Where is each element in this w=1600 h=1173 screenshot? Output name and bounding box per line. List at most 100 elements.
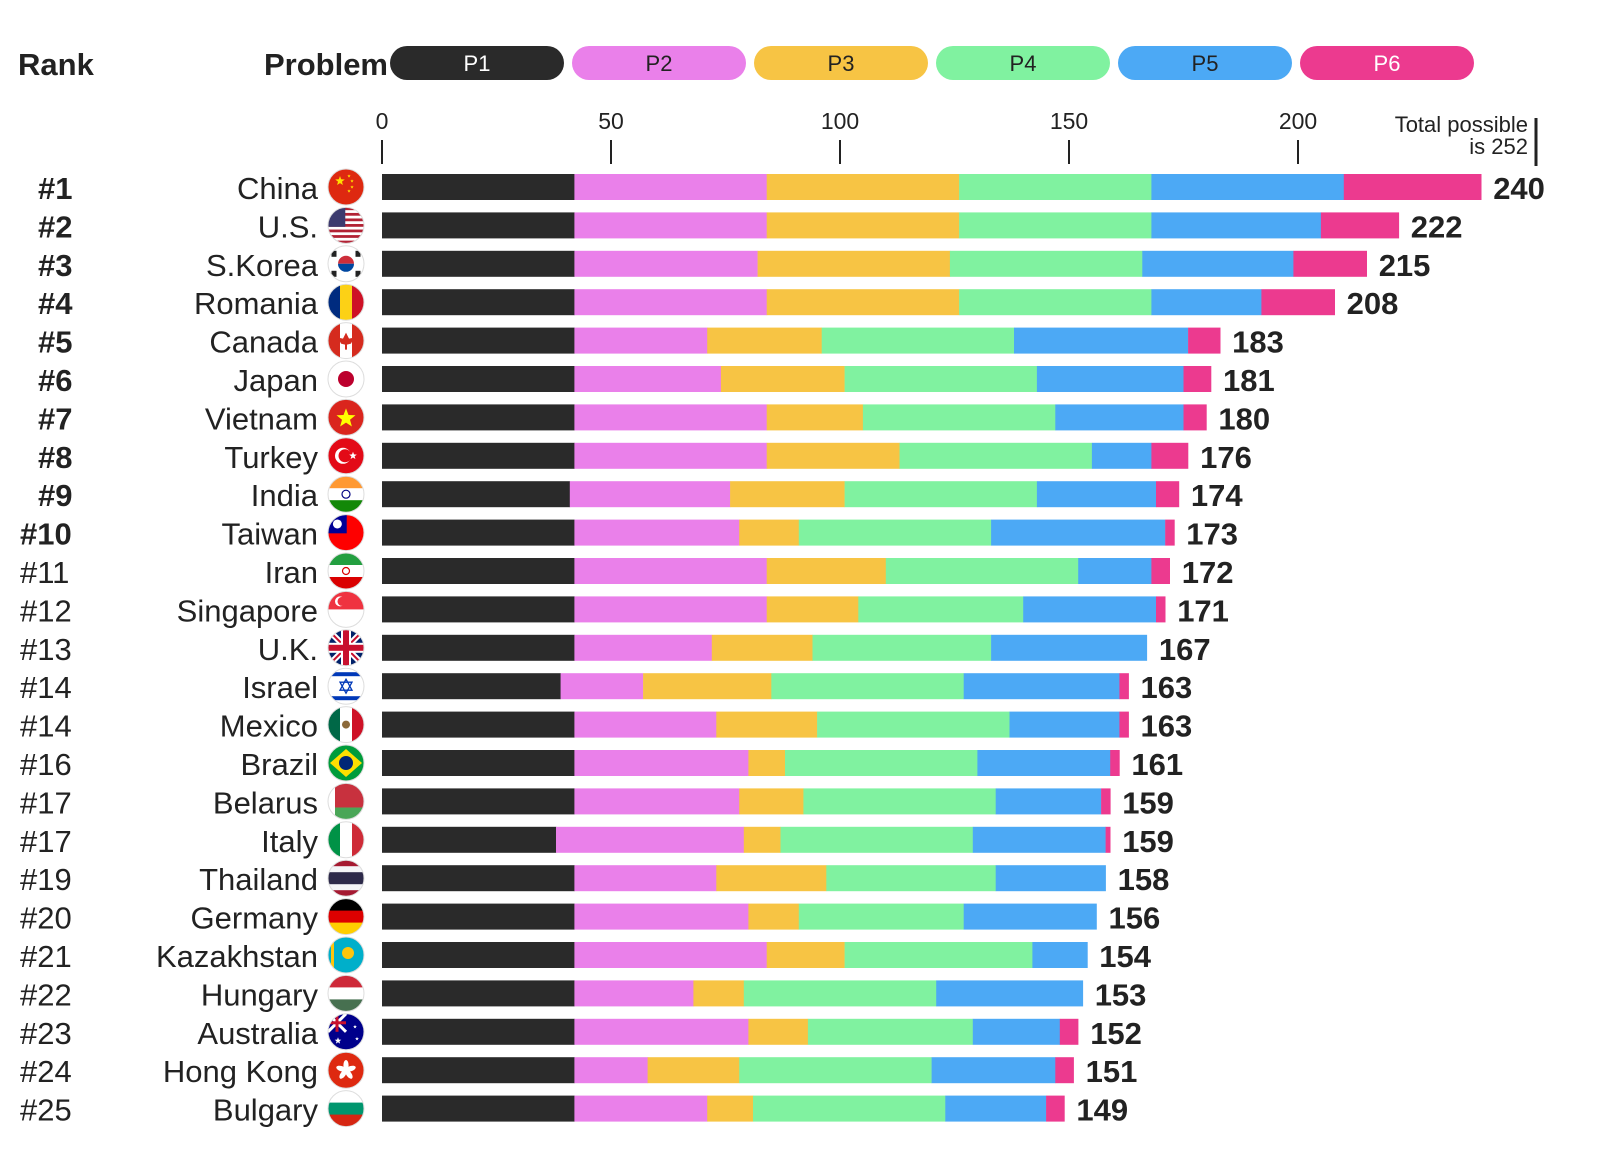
germany-flag-icon <box>327 898 365 936</box>
iran-flag-icon <box>327 552 365 590</box>
legend-swatch <box>1300 46 1474 80</box>
bar-segment-p3 <box>748 903 800 930</box>
bar-segment-p5 <box>995 788 1102 815</box>
taiwan-flag-icon <box>327 514 365 552</box>
total-label: 161 <box>1131 747 1183 782</box>
bar-segment-p5 <box>1009 711 1120 738</box>
bar-segment-p4 <box>858 596 1024 623</box>
row-india: #9 India 174 <box>38 475 1243 513</box>
bar-segment-p6 <box>1156 596 1166 623</box>
bar-segment-p4 <box>739 1057 932 1084</box>
country-label: Hungary <box>201 977 319 1012</box>
total-possible-note-line1: Total possible <box>1395 112 1528 137</box>
country-label: India <box>251 478 319 513</box>
country-label: Australia <box>197 1016 318 1051</box>
bar-segment-p4 <box>959 174 1152 200</box>
bar-segment-p1 <box>382 519 575 546</box>
uk-flag-icon <box>327 629 365 667</box>
row-kazakhstan: #21 Kazakhstan 154 <box>20 936 1152 974</box>
bar-segment-p4 <box>798 519 992 546</box>
bar-segment-p4 <box>862 404 1056 431</box>
bar-segment-p3 <box>748 1018 809 1045</box>
bar-segment-p2 <box>574 558 768 584</box>
bar-segment-p4 <box>844 481 1038 508</box>
legend-label: P2 <box>646 51 673 76</box>
rank-label: #7 <box>38 401 72 436</box>
bar-segment-p3 <box>766 596 859 623</box>
bar-segment-p2 <box>574 1018 749 1045</box>
total-label: 171 <box>1177 593 1229 628</box>
hungary-flag-icon <box>327 974 365 1012</box>
canada-flag-icon <box>327 322 365 360</box>
bar-segment-p1 <box>382 327 575 354</box>
legend-label: P5 <box>1192 51 1219 76</box>
bar-segment-p4 <box>821 327 1015 354</box>
bar-segment-p1 <box>382 366 575 392</box>
bar-segment-p6 <box>1059 1018 1079 1045</box>
bar-segment-p2 <box>574 634 713 661</box>
bar-segment-p3 <box>748 750 786 776</box>
bar-segment-p2 <box>556 826 745 853</box>
total-label: 173 <box>1186 517 1238 552</box>
bar-segment-p2 <box>574 519 740 546</box>
country-label: Singapore <box>177 593 318 628</box>
problem-header: Problem <box>264 47 388 82</box>
bar-segment-p5 <box>1151 174 1345 200</box>
bar-segment-p6 <box>1183 366 1212 392</box>
country-label: China <box>237 171 319 206</box>
bar-segment-p3 <box>766 942 845 968</box>
total-label: 222 <box>1411 209 1463 244</box>
bar-segment-p5 <box>931 1057 1056 1084</box>
bar-segment-p3 <box>743 826 781 853</box>
legend-item-p5: P5 <box>1118 46 1292 80</box>
total-label: 240 <box>1493 171 1545 206</box>
bar-segment-p2 <box>574 942 768 968</box>
bar-segment-p1 <box>382 1018 575 1045</box>
x-tick-label: 200 <box>1279 108 1317 134</box>
row-u-s-: #2 U.S. 222 <box>38 206 1463 244</box>
rank-label: #16 <box>20 747 72 782</box>
total-label: 174 <box>1191 478 1243 513</box>
total-label: 158 <box>1118 862 1170 897</box>
bar-segment-p2 <box>574 903 749 930</box>
row-brazil: #16 Brazil 161 <box>20 744 1183 782</box>
bar-segment-p6 <box>1119 673 1129 700</box>
total-label: 163 <box>1141 709 1193 744</box>
country-label: Iran <box>265 555 318 590</box>
legend-swatch <box>572 46 746 80</box>
bar-segment-p4 <box>785 750 978 776</box>
bar-segment-p1 <box>382 404 575 431</box>
x-tick-100: 100 <box>821 108 859 164</box>
total-label: 172 <box>1182 555 1234 590</box>
country-label: Turkey <box>224 440 318 475</box>
bar-segment-p2 <box>574 1095 708 1122</box>
country-label: Taiwan <box>222 517 319 552</box>
bar-segment-p4 <box>844 942 1033 968</box>
row-s-korea: #3 S.Korea 215 <box>38 245 1430 283</box>
bar-segment-p4 <box>807 1018 974 1045</box>
country-label: Brazil <box>240 747 318 782</box>
israel-flag-icon <box>327 667 365 705</box>
legend-item-p3: P3 <box>754 46 928 80</box>
bar-segment-p1 <box>382 826 557 853</box>
country-label: Hong Kong <box>163 1054 318 1089</box>
south-korea-flag-icon <box>327 245 365 283</box>
turkey-flag-icon <box>327 437 365 475</box>
bar-segment-p6 <box>1105 826 1111 853</box>
bar-segment-p2 <box>574 174 768 200</box>
legend-item-p4: P4 <box>936 46 1110 80</box>
total-possible-note-line2: is 252 <box>1469 134 1528 159</box>
bar-segment-p3 <box>707 327 822 354</box>
bar-segment-p3 <box>766 174 960 200</box>
row-belarus: #17 Belarus 159 <box>20 782 1174 820</box>
bar-segment-p2 <box>574 289 768 316</box>
bar-segment-p3 <box>766 289 960 316</box>
bar-segment-p2 <box>574 327 708 354</box>
bar-segment-p2 <box>569 481 731 508</box>
bar-segment-p1 <box>382 481 571 508</box>
hong-kong-flag-icon <box>327 1051 365 1089</box>
bar-segment-p2 <box>574 711 717 738</box>
kazakhstan-flag-icon <box>327 936 365 974</box>
bar-segment-p4 <box>743 980 937 1007</box>
